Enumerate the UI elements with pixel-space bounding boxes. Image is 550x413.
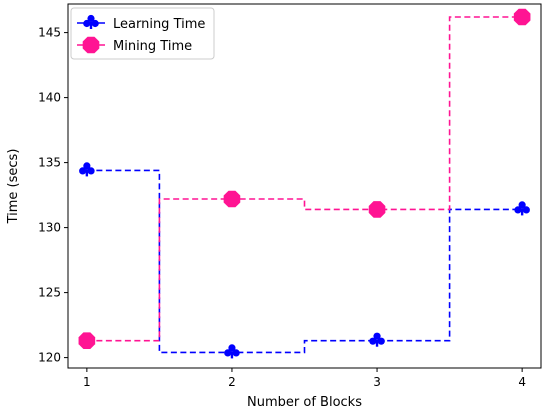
legend-item-learning-time: Learning Time <box>77 14 205 32</box>
legend-marker <box>82 36 100 54</box>
series-line-mining-time <box>86 16 523 342</box>
data-point-mining-time <box>368 201 386 218</box>
series-line-learning-time <box>86 169 523 354</box>
x-axis: 1 2 3 4 <box>83 368 526 389</box>
legend-box <box>70 7 215 60</box>
y-tick-label: 120 <box>38 351 61 365</box>
plot-frame <box>67 3 542 369</box>
y-axis-label: Time (secs) <box>6 149 21 225</box>
y-tick-label: 125 <box>38 286 61 300</box>
data-point-mining-time <box>78 332 96 350</box>
x-tick-label: 4 <box>518 375 526 389</box>
legend-item-mining-time: Mining Time <box>77 36 192 54</box>
x-tick-label: 2 <box>228 375 236 389</box>
y-tick-label: 130 <box>38 221 61 235</box>
data-point-learning-time <box>224 344 240 359</box>
legend-label-learning-time: Learning Time <box>113 17 205 32</box>
legend: Learning Time Mining Time <box>70 7 215 60</box>
legend-swatch-learning-time <box>77 14 105 29</box>
x-tick-label: 3 <box>373 375 381 389</box>
y-tick-label: 145 <box>38 26 61 40</box>
legend-label-mining-time: Mining Time <box>113 39 192 54</box>
legend-marker <box>83 14 99 29</box>
x-tick-label: 1 <box>83 375 91 389</box>
data-point-mining-time <box>513 8 531 26</box>
y-axis: 120 125 130 135 140 145 <box>38 26 68 365</box>
data-point-mining-time <box>223 190 241 208</box>
y-tick-label: 135 <box>38 156 61 170</box>
data-point-learning-time <box>79 162 95 177</box>
plot-layer <box>78 8 531 359</box>
legend-swatch-mining-time <box>77 36 105 54</box>
data-point-learning-time <box>514 201 530 216</box>
x-axis-label: Number of Blocks <box>247 395 362 410</box>
y-tick-label: 140 <box>38 91 61 105</box>
data-point-learning-time <box>369 332 385 347</box>
